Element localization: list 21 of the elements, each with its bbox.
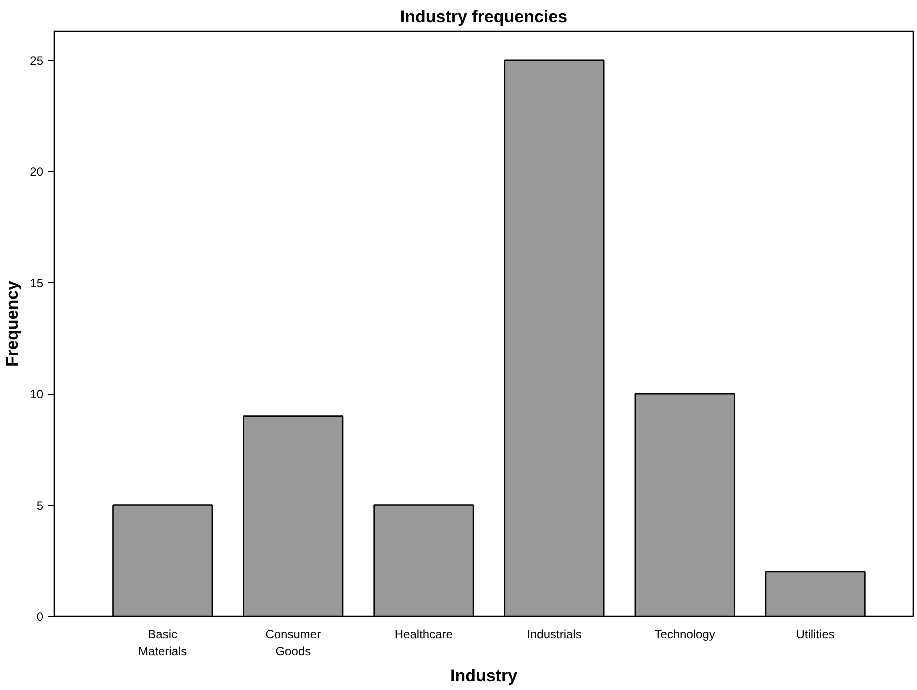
y-tick-label: 5 [36, 498, 44, 513]
x-tick-label: Healthcare [394, 628, 454, 642]
y-tick-label: 25 [30, 54, 44, 68]
x-tick-label: Industrials [527, 628, 582, 642]
x-tick-label: Consumer Goods [266, 628, 322, 658]
bar [504, 60, 605, 616]
bar [243, 416, 344, 616]
bar [112, 504, 214, 616]
chart-title: Industry frequencies [400, 8, 568, 26]
y-tick-label: 15 [30, 276, 44, 290]
y-tick-label: 0 [36, 610, 44, 624]
y-tick-label: 20 [30, 165, 44, 180]
x-tick-label: Basic Materials [138, 628, 188, 658]
x-axis-title: Industry [450, 666, 518, 686]
y-axis-title: Frequency [3, 280, 22, 367]
x-tick-label: Technology [654, 628, 716, 642]
y-tick-label: 10 [30, 388, 44, 402]
bar [374, 504, 474, 616]
x-tick-label: Utilities [796, 628, 835, 642]
bar [634, 393, 736, 616]
bar [765, 571, 866, 616]
